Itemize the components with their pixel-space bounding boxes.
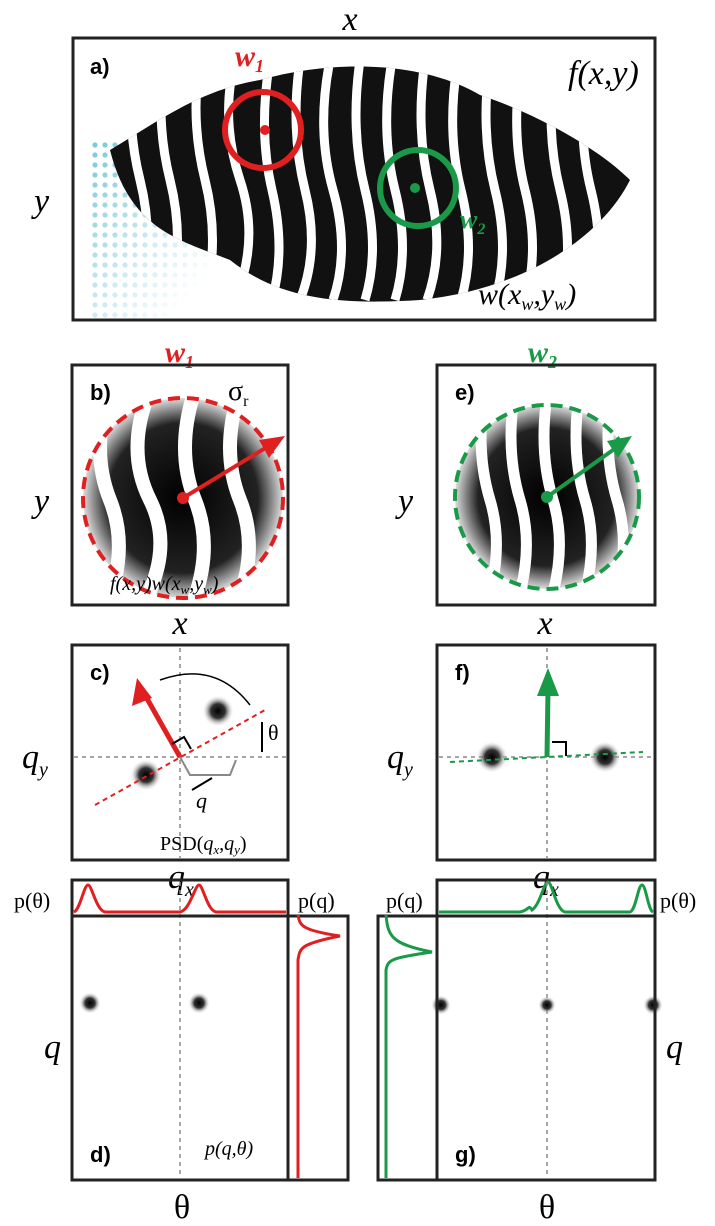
panel-label: g) xyxy=(455,1142,476,1167)
p-theta-label: p(θ) xyxy=(14,888,50,913)
panel-label: b) xyxy=(90,380,111,405)
panel-title: w1 xyxy=(165,336,194,372)
panel-title: w2 xyxy=(528,336,557,372)
q-label: q xyxy=(196,788,207,813)
axis-y-label: qy xyxy=(22,739,48,781)
panel-label: d) xyxy=(90,1142,111,1167)
panel-label: f) xyxy=(455,660,470,685)
panel-label: e) xyxy=(455,380,475,405)
p-q-label: p(q) xyxy=(386,888,423,913)
panel-label: a) xyxy=(90,54,110,79)
center xyxy=(541,491,553,503)
center xyxy=(177,492,189,504)
panel-label: c) xyxy=(90,660,110,685)
axis-y-label: q xyxy=(666,1029,683,1066)
p-theta-label: p(θ) xyxy=(660,888,696,913)
angle-label: θ xyxy=(268,720,279,745)
window-function-label: w(xw,yw) xyxy=(478,278,576,314)
distribution-peak xyxy=(188,992,210,1014)
axis-y-label: y xyxy=(395,483,414,520)
psd-peak xyxy=(589,741,621,773)
distribution-peak xyxy=(431,995,451,1015)
radius-label: σr xyxy=(228,376,249,410)
psd-label: PSD(qx,qy) xyxy=(160,833,247,857)
axis-x-label: x xyxy=(536,605,552,642)
p-theta-curve xyxy=(439,882,653,912)
figure: x a) y w1 w2 f(x,y) w(xw,yw) w1 b) σr f(… xyxy=(0,0,715,1226)
distribution-peak xyxy=(643,995,663,1015)
window-2-center xyxy=(410,183,420,193)
distribution-peak xyxy=(79,992,101,1014)
right-angle xyxy=(552,742,566,756)
axis-x-label: θ xyxy=(539,1189,555,1226)
psd-peak xyxy=(130,759,162,791)
axis-x-label: θ xyxy=(174,1189,190,1226)
axis-y-label: q xyxy=(44,1029,61,1066)
p-q-curve xyxy=(386,915,432,1178)
panel-g-frame xyxy=(437,916,655,1180)
product-label: f(x,y)w(xw,yw) xyxy=(110,573,219,597)
window-1-center xyxy=(260,125,270,135)
function-label: f(x,y) xyxy=(568,55,639,92)
p-q-label: p(q) xyxy=(298,888,335,913)
axis-y-label: y xyxy=(31,483,50,520)
arrow-head xyxy=(537,668,559,696)
axis-x-label: x xyxy=(341,1,357,38)
window-label: w1 xyxy=(235,40,264,76)
axis-y-label: y xyxy=(31,183,50,220)
psd-peak xyxy=(202,695,234,727)
q-bracket xyxy=(180,757,236,775)
normal-arrow xyxy=(547,690,548,757)
axis-y-label: qy xyxy=(387,739,413,781)
distribution-peak xyxy=(538,996,556,1014)
axis-x-label: x xyxy=(171,605,187,642)
angle-arc xyxy=(160,674,250,705)
normal-arrow xyxy=(145,695,180,757)
p-q-curve xyxy=(298,915,340,1178)
distribution-label: p(q,θ) xyxy=(203,1138,253,1160)
psd-peak xyxy=(476,741,508,773)
